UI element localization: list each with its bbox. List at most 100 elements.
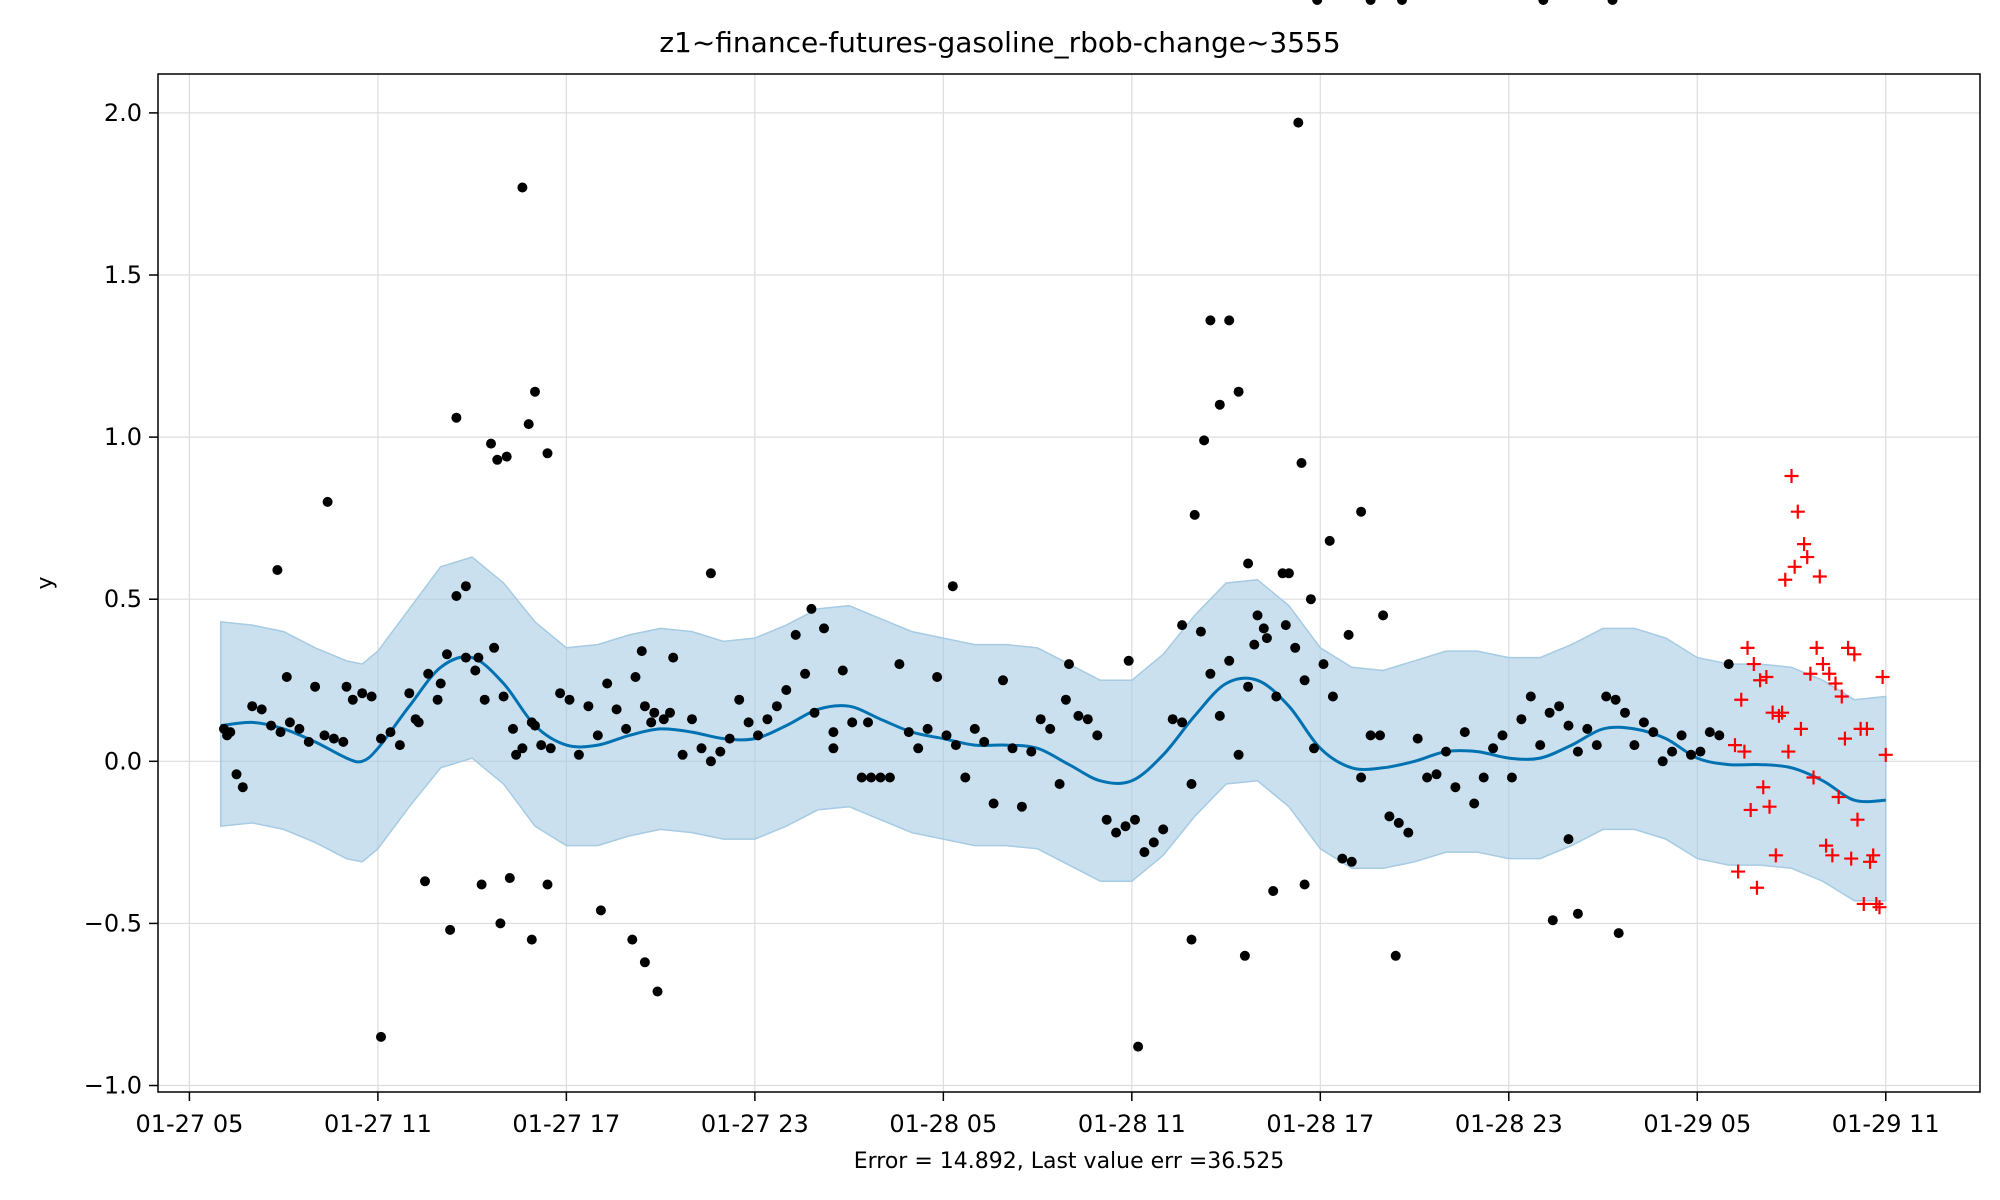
- observed-point: [1293, 117, 1304, 128]
- observed-point: [517, 182, 528, 193]
- observed-point: [451, 412, 462, 423]
- observed-point: [1365, 730, 1376, 741]
- observed-point: [828, 727, 839, 738]
- observed-point: [762, 714, 773, 725]
- test-point: [1822, 666, 1837, 681]
- observed-point: [508, 723, 518, 734]
- test-point: [1775, 705, 1790, 720]
- observed-point: [1309, 743, 1319, 754]
- y-axis-label: y: [33, 576, 58, 589]
- observed-point: [1243, 558, 1254, 569]
- observed-point: [451, 591, 462, 601]
- observed-point: [863, 717, 873, 728]
- observed-point: [1459, 727, 1470, 738]
- x-tick-label: 01-28 23: [1455, 1110, 1563, 1138]
- observed-point: [1261, 633, 1272, 644]
- observed-point: [489, 642, 500, 653]
- observed-point: [875, 772, 886, 783]
- test-point: [1753, 673, 1768, 688]
- test-point: [1866, 848, 1881, 863]
- test-point: [1800, 550, 1815, 565]
- observed-point: [442, 649, 452, 660]
- test-point: [1727, 738, 1742, 753]
- test-point: [1740, 640, 1755, 655]
- test-point: [1737, 744, 1752, 759]
- observed-point: [284, 717, 295, 728]
- forecast-line: [220, 655, 1886, 804]
- test-point: [1837, 731, 1852, 746]
- observed-point: [1133, 1041, 1144, 1052]
- observed-point: [1195, 626, 1206, 637]
- observed-point: [856, 772, 867, 783]
- observed-point: [636, 646, 647, 657]
- observed-point: [1139, 847, 1150, 858]
- test-point: [1797, 537, 1812, 552]
- observed-point: [998, 675, 1008, 686]
- observed-point: [583, 701, 594, 712]
- observed-point: [806, 603, 817, 614]
- observed-point: [366, 691, 377, 702]
- observed-point: [303, 736, 314, 747]
- observed-point: [819, 623, 829, 634]
- forecast-line-group: [220, 655, 1886, 804]
- observed-point: [1214, 399, 1225, 410]
- test-point: [1863, 854, 1878, 869]
- test-point: [1806, 770, 1821, 785]
- observed-point: [1667, 746, 1678, 757]
- observed-point: [1629, 740, 1640, 751]
- observed-point: [781, 685, 792, 695]
- observed-point: [256, 704, 267, 715]
- observed-point: [941, 730, 952, 741]
- observed-point: [385, 727, 396, 738]
- observed-point: [1544, 707, 1555, 718]
- observed-point: [1403, 827, 1414, 838]
- observed-point: [272, 565, 283, 575]
- observed-point: [1318, 659, 1329, 670]
- observed-point: [338, 736, 349, 747]
- observed-point: [828, 743, 839, 754]
- observed-point: [1538, 0, 1549, 5]
- observed-point: [1346, 856, 1357, 867]
- observed-point: [1258, 623, 1269, 634]
- test-point: [1771, 708, 1786, 723]
- plot-area-frame: [157, 73, 1981, 1093]
- test-point: [1815, 657, 1830, 672]
- test-point: [1809, 640, 1824, 655]
- observed-point: [1375, 730, 1385, 741]
- observed-point: [517, 743, 528, 754]
- observed-point: [470, 665, 481, 676]
- observed-point: [1271, 691, 1282, 702]
- test-point: [1859, 721, 1874, 736]
- observed-point: [1393, 817, 1404, 828]
- observed-point: [1390, 950, 1401, 961]
- observed-point: [1591, 740, 1602, 751]
- observed-point: [790, 629, 801, 640]
- observed-point: [319, 730, 330, 741]
- observed-point: [1283, 568, 1294, 579]
- observed-point: [376, 733, 386, 744]
- observed-point: [1312, 0, 1323, 5]
- observed-point: [322, 496, 333, 507]
- observed-point: [630, 672, 641, 682]
- observed-point: [394, 740, 405, 751]
- observed-point: [658, 714, 669, 725]
- observed-point: [1054, 779, 1065, 789]
- x-tick-label: 01-28 05: [889, 1110, 997, 1138]
- observed-point: [1111, 827, 1122, 838]
- x-tick-label: 01-28 11: [1078, 1110, 1186, 1138]
- test-point: [1778, 572, 1793, 587]
- observed-point: [1412, 733, 1423, 744]
- observed-point: [1563, 720, 1574, 731]
- observed-point: [1497, 730, 1508, 741]
- observed-point: [1676, 730, 1687, 741]
- observed-point: [1205, 668, 1216, 679]
- x-axis-ticks: 01-27 05 01-27 11 01-27 17 01-27 23 01-28 05…: [135, 1092, 1940, 1138]
- observed-point: [734, 694, 745, 705]
- observed-point: [960, 772, 971, 783]
- x-tick-label: 01-27 11: [324, 1110, 432, 1138]
- observed-point: [1045, 723, 1056, 734]
- observed-point: [1177, 620, 1188, 631]
- observed-point: [573, 749, 584, 760]
- observed-point: [1189, 509, 1200, 520]
